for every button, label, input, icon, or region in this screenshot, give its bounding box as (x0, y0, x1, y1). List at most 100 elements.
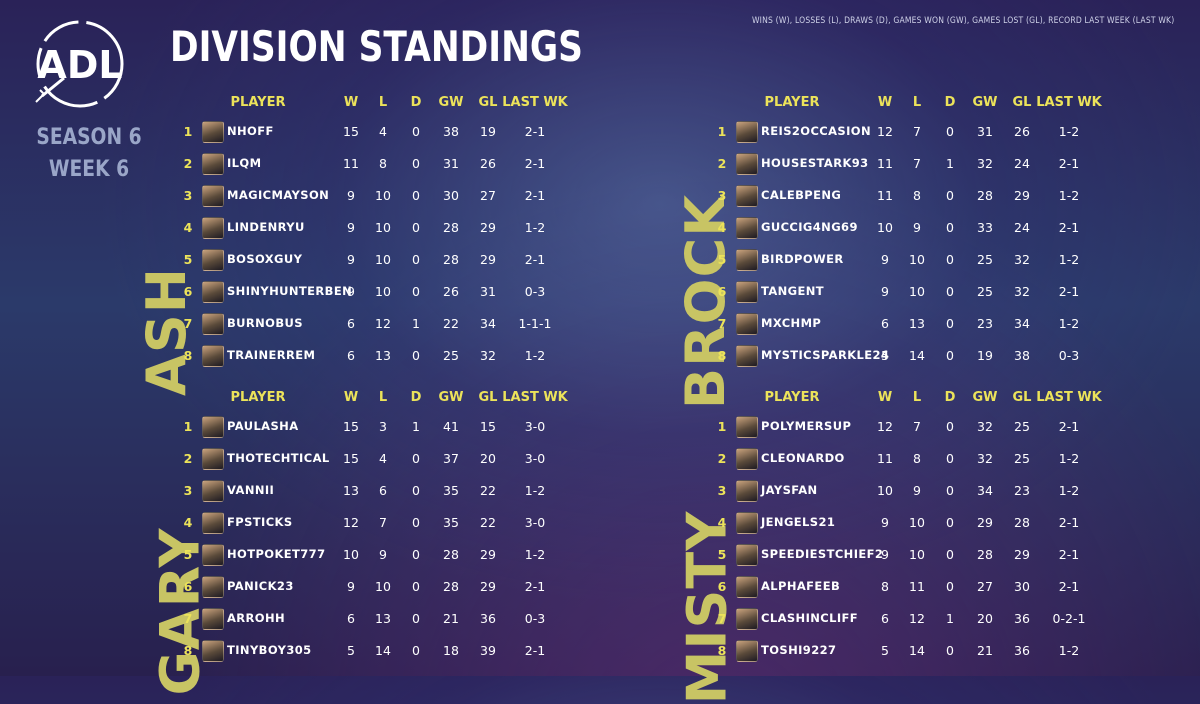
wins-value: 5 (347, 643, 355, 658)
last-week-value: 2-1 (1058, 515, 1080, 530)
games-won-value: 21 (977, 643, 993, 658)
games-lost-value: 27 (480, 188, 496, 203)
avatar (736, 281, 758, 303)
rank-number: 8 (717, 348, 727, 363)
rank-number: 8 (717, 643, 727, 658)
games-lost-value: 26 (1014, 124, 1030, 139)
wins-value: 15 (343, 124, 359, 139)
rank-number: 6 (183, 284, 193, 299)
table-row: 2 HOUSESTARK93 11 7 1 32 24 2-1 (706, 148, 1200, 180)
player-name: VANNII (227, 483, 275, 497)
games-lost-value: 20 (480, 451, 496, 466)
header-d: D (410, 95, 422, 110)
table-row: 7 MXCHMP 6 13 0 23 34 1-2 (706, 308, 1200, 340)
losses-value: 8 (379, 156, 387, 171)
last-week-value: 0-2-1 (1052, 611, 1086, 626)
header-player: PLAYER (230, 390, 286, 405)
avatar (202, 313, 224, 335)
table-row: 6 PANICK23 9 10 0 28 29 2-1 (172, 571, 692, 603)
last-week-value: 2-1 (524, 252, 546, 267)
losses-value: 7 (913, 419, 921, 434)
last-week-value: 0-3 (524, 284, 546, 299)
games-won-value: 18 (443, 643, 459, 658)
wins-value: 9 (347, 284, 355, 299)
games-lost-value: 39 (480, 643, 496, 658)
table-row: 4 LINDENRYU 9 10 0 28 29 1-2 (172, 212, 692, 244)
season-label: SEASON 6 (36, 125, 142, 150)
table-row: 1 PAULASHA 15 3 1 41 15 3-0 (172, 411, 692, 443)
last-week-value: 1-2 (1058, 252, 1080, 267)
wins-value: 10 (877, 220, 893, 235)
games-won-value: 38 (443, 124, 459, 139)
losses-value: 10 (909, 547, 925, 562)
losses-value: 14 (909, 643, 925, 658)
last-week-value: 2-1 (1058, 220, 1080, 235)
rank-number: 5 (717, 252, 727, 267)
table-row: 3 MAGICMAYSON 9 10 0 30 27 2-1 (172, 180, 692, 212)
rank-number: 3 (183, 188, 193, 203)
last-week-value: 1-2 (524, 547, 546, 562)
last-week-value: 3-0 (524, 451, 546, 466)
avatar (202, 544, 224, 566)
rank-number: 7 (717, 316, 727, 331)
avatar (202, 345, 224, 367)
avatar (202, 416, 224, 438)
games-lost-value: 22 (480, 515, 496, 530)
last-week-value: 2-1 (524, 188, 546, 203)
rank-number: 6 (717, 579, 727, 594)
wins-value: 9 (347, 579, 355, 594)
table-row: 8 TRAINERREM 6 13 0 25 32 1-2 (172, 340, 692, 372)
losses-value: 13 (375, 348, 391, 363)
last-week-value: 2-1 (1058, 579, 1080, 594)
table-row: 3 CALEBPENG 11 8 0 28 29 1-2 (706, 180, 1200, 212)
draws-value: 0 (412, 483, 420, 498)
draws-value: 0 (946, 188, 954, 203)
losses-value: 14 (909, 348, 925, 363)
header-w: W (343, 390, 359, 405)
games-lost-value: 30 (1014, 579, 1030, 594)
avatar (736, 345, 758, 367)
season-week-block: SEASON 6 WEEK 6 (25, 122, 153, 186)
avatar (736, 249, 758, 271)
table-row: 2 THOTECHTICAL 15 4 0 37 20 3-0 (172, 443, 692, 475)
games-lost-value: 24 (1014, 156, 1030, 171)
standings-table-misty: PLAYER W L D GW GL LAST WK 1 POLYMERSUP 12 7 0 32 25 2… (706, 383, 1200, 667)
games-won-value: 33 (977, 220, 993, 235)
table-row: 2 ILQM 11 8 0 31 26 2-1 (172, 148, 692, 180)
stat-legend: WINS (W), LOSSES (L), DRAWS (D), GAMES W… (751, 16, 1174, 26)
header-gl: GL (478, 390, 498, 405)
games-won-value: 31 (977, 124, 993, 139)
player-name: BOSOXGUY (227, 252, 303, 266)
avatar (736, 512, 758, 534)
games-lost-value: 28 (1014, 515, 1030, 530)
player-name: ALPHAFEEB (761, 579, 841, 593)
last-week-value: 3-0 (524, 515, 546, 530)
player-name: CLASHINCLIFF (761, 611, 859, 625)
adl-logo: ADL (22, 16, 138, 112)
table-row: 7 ARROHH 6 13 0 21 36 0-3 (172, 603, 692, 635)
last-week-value: 2-1 (524, 643, 546, 658)
rank-number: 7 (183, 316, 193, 331)
draws-value: 0 (412, 611, 420, 626)
player-name: HOTPOKET777 (227, 547, 326, 561)
last-week-value: 1-2 (1058, 643, 1080, 658)
header-w: W (877, 390, 893, 405)
table-row: 6 ALPHAFEEB 8 11 0 27 30 2-1 (706, 571, 1200, 603)
rank-number: 2 (183, 156, 193, 171)
games-won-value: 31 (443, 156, 459, 171)
games-lost-value: 19 (480, 124, 496, 139)
last-week-value: 1-2 (1058, 188, 1080, 203)
avatar (736, 544, 758, 566)
losses-value: 13 (909, 316, 925, 331)
avatar (736, 313, 758, 335)
rank-number: 7 (183, 611, 193, 626)
wins-value: 8 (881, 579, 889, 594)
header-l: L (912, 95, 922, 110)
games-won-value: 21 (443, 611, 459, 626)
rank-number: 2 (717, 451, 727, 466)
last-week-value: 1-2 (1058, 451, 1080, 466)
header-last: LAST WK (502, 95, 568, 110)
losses-value: 12 (909, 611, 925, 626)
games-won-value: 22 (443, 316, 459, 331)
rank-number: 3 (717, 483, 727, 498)
